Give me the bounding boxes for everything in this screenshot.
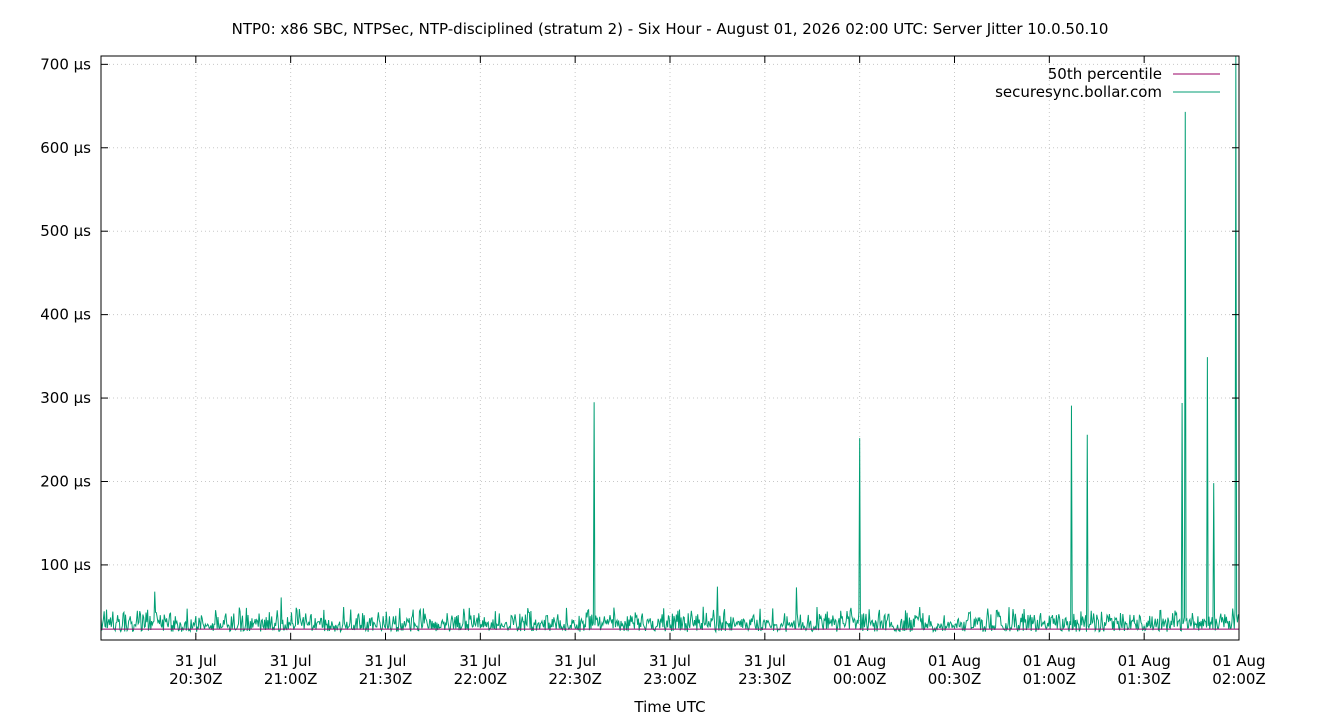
x-tick-label-time: 22:00Z (454, 670, 508, 688)
x-tick-label-date: 31 Jul (270, 652, 312, 670)
y-tick-label: 500 µs (40, 222, 91, 240)
y-tick-label: 100 µs (40, 556, 91, 574)
y-tick-label: 700 µs (40, 55, 91, 73)
x-tick-label-time: 01:30Z (1117, 670, 1171, 688)
y-tick-label: 300 µs (40, 389, 91, 407)
x-tick-label-date: 01 Aug (1118, 652, 1171, 670)
y-tick-label: 400 µs (40, 306, 91, 324)
x-tick-label-date: 01 Aug (1212, 652, 1265, 670)
legend-label: securesync.bollar.com (995, 83, 1162, 101)
series-layer (100, 55, 1240, 634)
x-tick-label-time: 23:00Z (643, 670, 697, 688)
x-tick-label-date: 31 Jul (175, 652, 217, 670)
legend-label: 50th percentile (1048, 65, 1162, 83)
x-tick-label-date: 01 Aug (833, 652, 886, 670)
y-tick-label: 200 µs (40, 472, 91, 490)
x-tick-label-time: 22:30Z (548, 670, 602, 688)
x-tick-label-time: 23:30Z (738, 670, 792, 688)
x-tick-label-date: 31 Jul (744, 652, 786, 670)
x-tick-label-time: 02:00Z (1212, 670, 1266, 688)
x-tick-label-time: 21:30Z (359, 670, 413, 688)
y-tick-label: 600 µs (40, 139, 91, 157)
x-tick-label-date: 01 Aug (928, 652, 981, 670)
y-axis: 100 µs 200 µs 300 µs 400 µs 500 µs 600 µs 700 … (40, 55, 1239, 574)
x-axis-label: Time UTC (633, 698, 705, 716)
x-tick-label-date: 31 Jul (459, 652, 501, 670)
x-tick-label-time: 20:30Z (169, 670, 223, 688)
x-tick-label-time: 01:00Z (1023, 670, 1077, 688)
x-tick-label-date: 01 Aug (1023, 652, 1076, 670)
chart-title: NTP0: x86 SBC, NTPSec, NTP-disciplined (… (232, 20, 1109, 38)
series-line-securesync (100, 55, 1240, 634)
x-tick-label-time: 00:30Z (928, 670, 982, 688)
x-tick-label-time: 21:00Z (264, 670, 318, 688)
x-tick-label-date: 31 Jul (554, 652, 596, 670)
x-tick-label-date: 31 Jul (649, 652, 691, 670)
grid (101, 56, 1240, 640)
x-tick-label-date: 31 Jul (365, 652, 407, 670)
x-tick-label-time: 00:00Z (833, 670, 887, 688)
